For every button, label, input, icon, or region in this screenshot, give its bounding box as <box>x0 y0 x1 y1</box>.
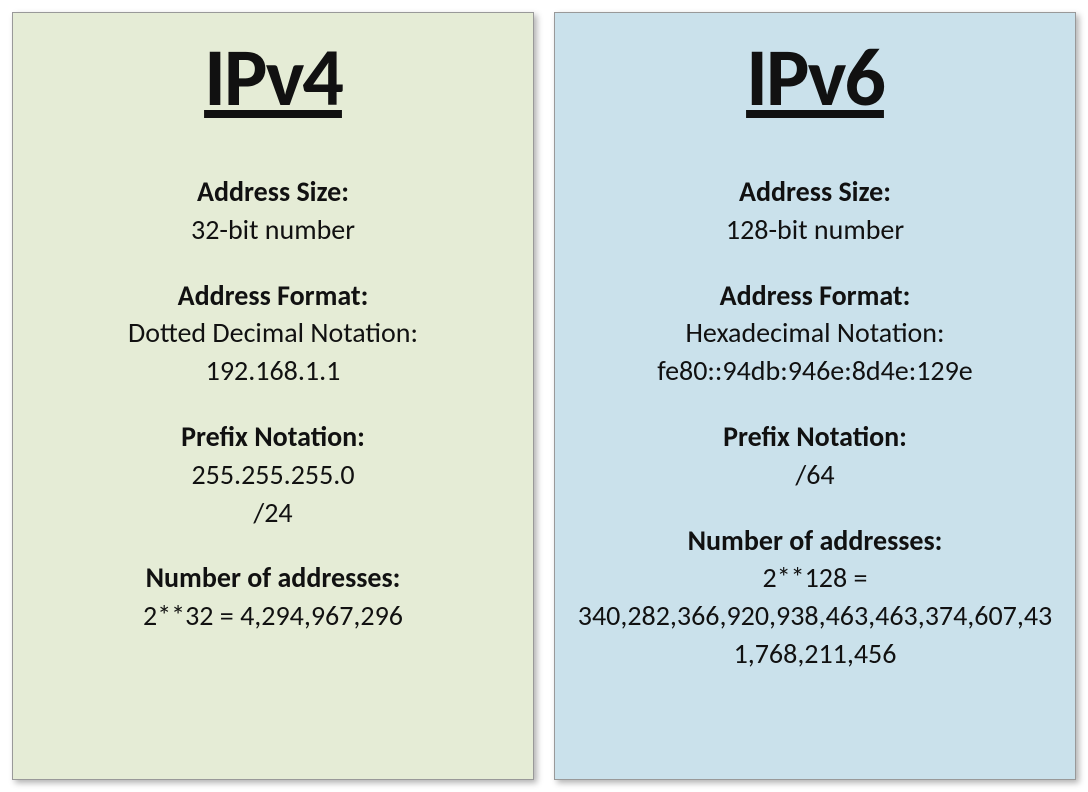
ipv4-prefix-notation-label: Prefix Notation: <box>33 418 513 456</box>
ipv6-number-addresses-label: Number of addresses: <box>575 522 1055 560</box>
ipv6-number-addresses-section: Number of addresses: 2**128 = 340,282,36… <box>575 522 1055 673</box>
ipv4-address-size-value: 32-bit number <box>33 211 513 249</box>
ipv4-number-addresses-section: Number of addresses: 2**32 = 4,294,967,2… <box>33 559 513 635</box>
ipv6-address-format-value-0: Hexadecimal Notation: <box>575 314 1055 352</box>
ipv6-number-addresses-value-1: 340,282,366,920,938,463,463,374,607,431,… <box>575 597 1055 673</box>
ipv4-address-format-value-1: 192.168.1.1 <box>33 352 513 390</box>
ipv4-address-size-section: Address Size: 32-bit number <box>33 173 513 249</box>
ipv4-prefix-notation-value-1: /24 <box>33 494 513 532</box>
ipv4-number-addresses-label: Number of addresses: <box>33 559 513 597</box>
ipv4-prefix-notation-section: Prefix Notation: 255.255.255.0 /24 <box>33 418 513 531</box>
ipv4-prefix-notation-value-0: 255.255.255.0 <box>33 456 513 494</box>
ipv6-prefix-notation-section: Prefix Notation: /64 <box>575 418 1055 494</box>
ipv6-number-addresses-value-0: 2**128 = <box>575 559 1055 597</box>
ipv4-title: IPv4 <box>33 28 513 128</box>
ipv6-address-format-section: Address Format: Hexadecimal Notation: fe… <box>575 277 1055 390</box>
ipv6-address-size-section: Address Size: 128-bit number <box>575 173 1055 249</box>
ipv6-card: IPv6 Address Size: 128-bit number Addres… <box>554 12 1076 780</box>
ipv6-prefix-notation-value-0: /64 <box>575 456 1055 494</box>
ipv6-address-size-value: 128-bit number <box>575 211 1055 249</box>
ipv4-card: IPv4 Address Size: 32-bit number Address… <box>12 12 534 780</box>
ipv4-address-format-label: Address Format: <box>33 277 513 315</box>
ipv6-title: IPv6 <box>575 28 1055 128</box>
ipv4-address-format-value-0: Dotted Decimal Notation: <box>33 314 513 352</box>
ipv6-address-size-label: Address Size: <box>575 173 1055 211</box>
ipv6-prefix-notation-label: Prefix Notation: <box>575 418 1055 456</box>
ipv6-address-format-label: Address Format: <box>575 277 1055 315</box>
ipv4-address-size-label: Address Size: <box>33 173 513 211</box>
ipv6-address-format-value-1: fe80::94db:946e:8d4e:129e <box>575 352 1055 390</box>
ipv4-number-addresses-value-0: 2**32 = 4,294,967,296 <box>33 597 513 635</box>
ipv4-address-format-section: Address Format: Dotted Decimal Notation:… <box>33 277 513 390</box>
